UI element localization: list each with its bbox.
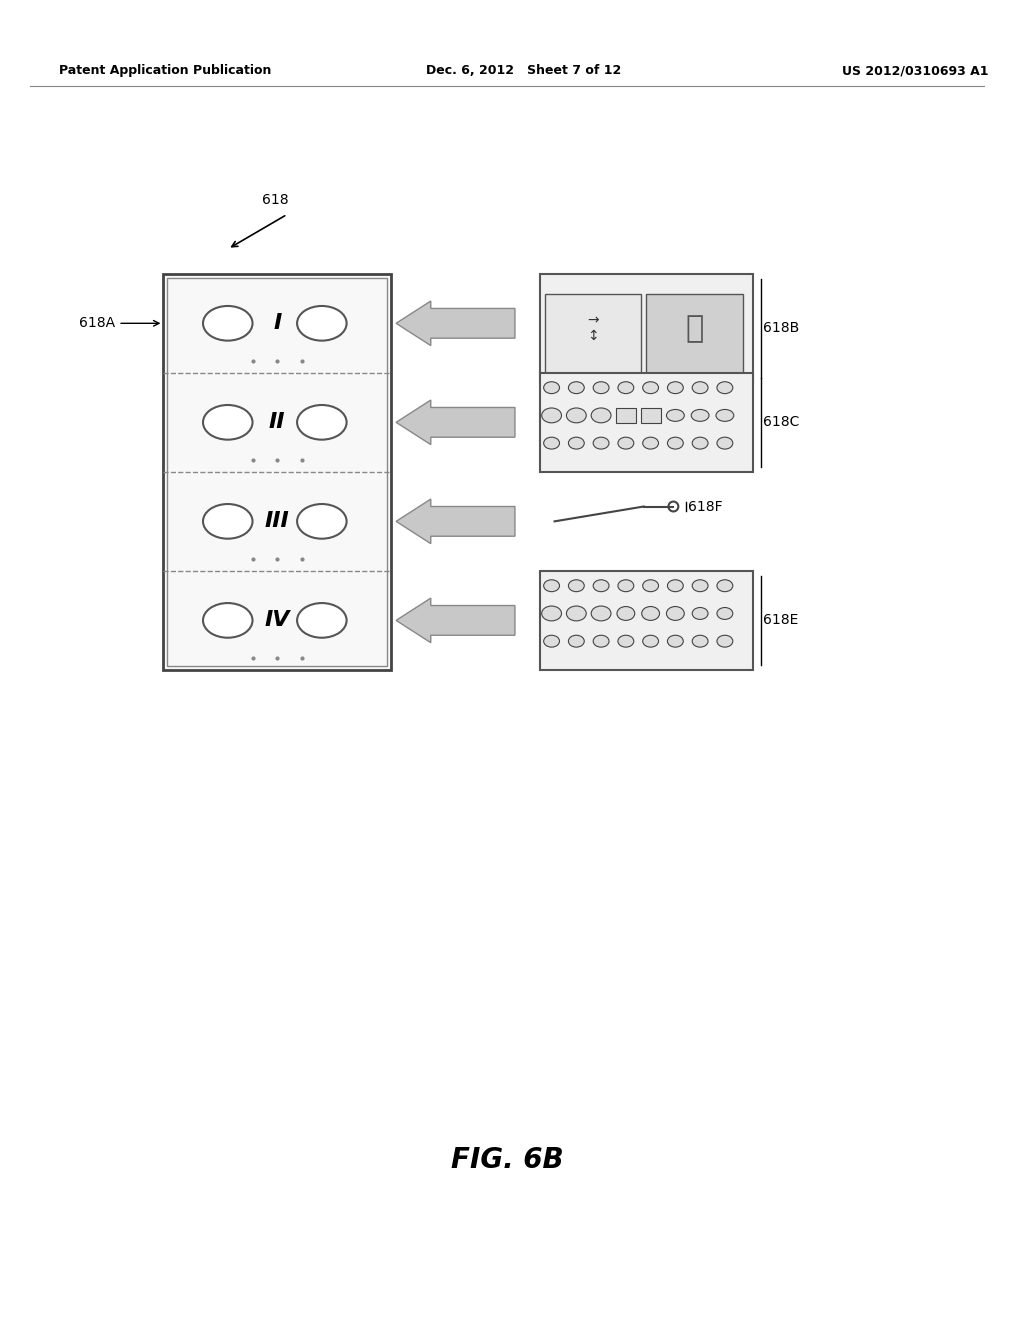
Ellipse shape bbox=[203, 405, 253, 440]
Ellipse shape bbox=[617, 437, 634, 449]
FancyArrow shape bbox=[396, 598, 515, 643]
FancyArrow shape bbox=[396, 400, 515, 445]
Ellipse shape bbox=[544, 579, 559, 591]
Ellipse shape bbox=[593, 579, 609, 591]
FancyArrow shape bbox=[396, 301, 515, 346]
Ellipse shape bbox=[617, 635, 634, 647]
Ellipse shape bbox=[692, 437, 708, 449]
Ellipse shape bbox=[691, 409, 709, 421]
Text: Dec. 6, 2012   Sheet 7 of 12: Dec. 6, 2012 Sheet 7 of 12 bbox=[426, 65, 622, 78]
Ellipse shape bbox=[667, 409, 684, 421]
Bar bbox=[641, 408, 660, 424]
Text: Patent Application Publication: Patent Application Publication bbox=[59, 65, 271, 78]
Ellipse shape bbox=[692, 607, 708, 619]
Ellipse shape bbox=[297, 306, 346, 341]
Text: 618B: 618B bbox=[763, 321, 799, 335]
Ellipse shape bbox=[717, 381, 733, 393]
Bar bbox=[616, 408, 636, 424]
Circle shape bbox=[669, 502, 678, 511]
Ellipse shape bbox=[568, 381, 585, 393]
Ellipse shape bbox=[668, 437, 683, 449]
Ellipse shape bbox=[203, 306, 253, 341]
Bar bbox=[540, 273, 753, 383]
Ellipse shape bbox=[617, 381, 634, 393]
Ellipse shape bbox=[668, 579, 683, 591]
Ellipse shape bbox=[717, 579, 733, 591]
Ellipse shape bbox=[667, 606, 684, 620]
Ellipse shape bbox=[717, 635, 733, 647]
Ellipse shape bbox=[566, 408, 587, 422]
Ellipse shape bbox=[568, 635, 585, 647]
Ellipse shape bbox=[542, 408, 561, 422]
Ellipse shape bbox=[616, 606, 635, 620]
Text: 618A: 618A bbox=[79, 317, 159, 330]
Ellipse shape bbox=[593, 635, 609, 647]
Ellipse shape bbox=[643, 579, 658, 591]
Text: ✋: ✋ bbox=[685, 314, 703, 343]
Ellipse shape bbox=[717, 437, 733, 449]
Bar bbox=[646, 293, 742, 378]
Ellipse shape bbox=[591, 606, 611, 620]
Ellipse shape bbox=[544, 381, 559, 393]
Ellipse shape bbox=[297, 603, 346, 638]
Ellipse shape bbox=[591, 408, 611, 422]
Bar bbox=[164, 273, 391, 671]
Ellipse shape bbox=[203, 603, 253, 638]
Ellipse shape bbox=[203, 504, 253, 539]
Ellipse shape bbox=[566, 606, 587, 620]
Text: 618C: 618C bbox=[763, 416, 799, 429]
Ellipse shape bbox=[692, 381, 708, 393]
Text: IV: IV bbox=[264, 610, 290, 631]
Ellipse shape bbox=[297, 504, 346, 539]
Text: 618F: 618F bbox=[688, 499, 723, 513]
Text: II: II bbox=[269, 412, 286, 433]
Text: I: I bbox=[273, 313, 282, 334]
Ellipse shape bbox=[593, 437, 609, 449]
Text: →
↕: → ↕ bbox=[587, 313, 599, 343]
Ellipse shape bbox=[542, 606, 561, 620]
Ellipse shape bbox=[617, 579, 634, 591]
Ellipse shape bbox=[568, 579, 585, 591]
Ellipse shape bbox=[717, 607, 733, 619]
Ellipse shape bbox=[568, 437, 585, 449]
Ellipse shape bbox=[668, 635, 683, 647]
Ellipse shape bbox=[297, 405, 346, 440]
Ellipse shape bbox=[544, 437, 559, 449]
Ellipse shape bbox=[692, 579, 708, 591]
Bar bbox=[545, 293, 641, 378]
Bar bbox=[540, 372, 753, 471]
Ellipse shape bbox=[643, 437, 658, 449]
Ellipse shape bbox=[642, 606, 659, 620]
Text: US 2012/0310693 A1: US 2012/0310693 A1 bbox=[842, 65, 988, 78]
Ellipse shape bbox=[544, 635, 559, 647]
Text: 618: 618 bbox=[262, 193, 289, 206]
Ellipse shape bbox=[692, 635, 708, 647]
Ellipse shape bbox=[643, 635, 658, 647]
Bar bbox=[167, 277, 387, 667]
Bar bbox=[540, 570, 753, 671]
Ellipse shape bbox=[668, 381, 683, 393]
Ellipse shape bbox=[593, 381, 609, 393]
Ellipse shape bbox=[643, 381, 658, 393]
Text: III: III bbox=[265, 511, 290, 532]
Ellipse shape bbox=[716, 409, 734, 421]
Text: 618E: 618E bbox=[763, 614, 798, 627]
FancyArrow shape bbox=[396, 499, 515, 544]
Text: FIG. 6B: FIG. 6B bbox=[451, 1146, 563, 1173]
